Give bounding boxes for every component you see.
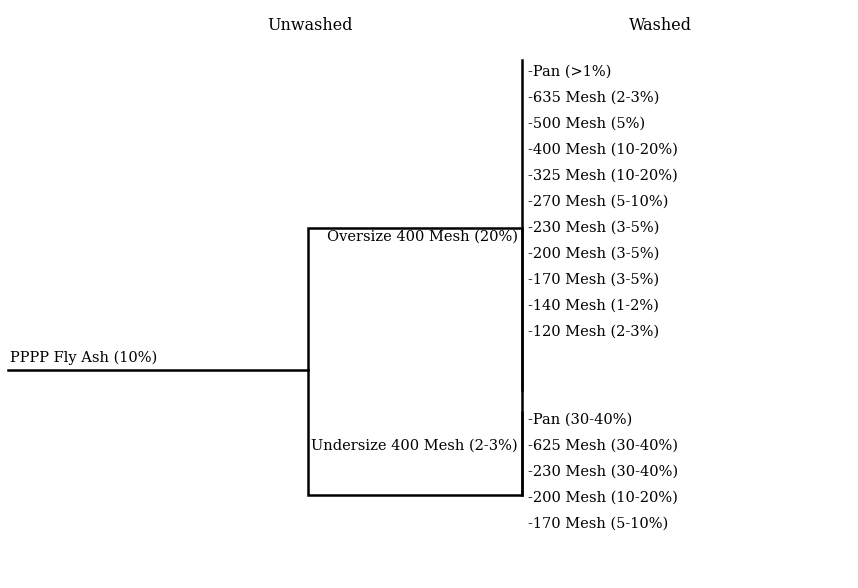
Text: -500 Mesh (5%): -500 Mesh (5%) — [528, 117, 645, 131]
Text: -140 Mesh (1-2%): -140 Mesh (1-2%) — [528, 299, 659, 313]
Text: -230 Mesh (3-5%): -230 Mesh (3-5%) — [528, 221, 660, 235]
Text: -200 Mesh (10-20%): -200 Mesh (10-20%) — [528, 491, 678, 505]
Text: -635 Mesh (2-3%): -635 Mesh (2-3%) — [528, 91, 660, 105]
Text: Oversize 400 Mesh (20%): Oversize 400 Mesh (20%) — [327, 230, 518, 244]
Text: -Pan (30-40%): -Pan (30-40%) — [528, 413, 632, 427]
Text: -400 Mesh (10-20%): -400 Mesh (10-20%) — [528, 143, 678, 157]
Text: -230 Mesh (30-40%): -230 Mesh (30-40%) — [528, 465, 678, 479]
Text: -Pan (>1%): -Pan (>1%) — [528, 65, 612, 79]
Text: -270 Mesh (5-10%): -270 Mesh (5-10%) — [528, 195, 668, 209]
Text: -325 Mesh (10-20%): -325 Mesh (10-20%) — [528, 169, 678, 183]
Text: PPPP Fly Ash (10%): PPPP Fly Ash (10%) — [10, 350, 157, 365]
Text: -200 Mesh (3-5%): -200 Mesh (3-5%) — [528, 247, 660, 261]
Bar — [308, 228, 522, 495]
Text: Unwashed: Unwashed — [267, 16, 353, 34]
Text: Undersize 400 Mesh (2-3%): Undersize 400 Mesh (2-3%) — [311, 439, 518, 453]
Text: -625 Mesh (30-40%): -625 Mesh (30-40%) — [528, 439, 678, 453]
Text: -120 Mesh (2-3%): -120 Mesh (2-3%) — [528, 325, 659, 339]
Text: Washed: Washed — [629, 16, 692, 34]
Text: -170 Mesh (5-10%): -170 Mesh (5-10%) — [528, 517, 668, 531]
Text: -170 Mesh (3-5%): -170 Mesh (3-5%) — [528, 273, 659, 287]
